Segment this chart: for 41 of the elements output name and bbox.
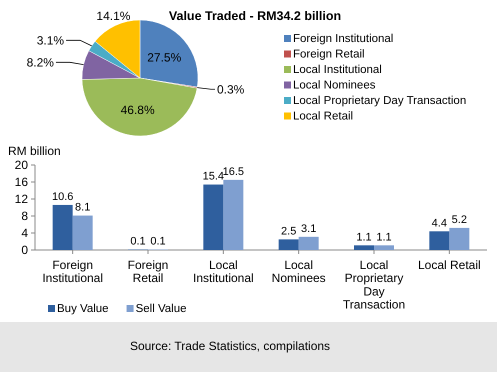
data-label: 3.1: [301, 222, 316, 235]
data-label: 10.6: [52, 190, 74, 203]
chart-title: Value Traded - RM34.2 billion: [168, 9, 342, 23]
x-tick-label: Foreign Retail: [128, 258, 168, 286]
data-label: 8.2%: [26, 55, 54, 70]
x-tick-label: Foreign Institutional: [42, 258, 104, 286]
data-label: 14.1%: [96, 9, 131, 24]
legend-label: Local Retail: [293, 110, 354, 122]
data-label: 27.5%: [147, 50, 182, 64]
y-tick-label: 16: [14, 174, 28, 189]
source-note: Source: Trade Statistics, compilations: [130, 339, 330, 353]
x-tick-label: Local Institutional: [192, 258, 254, 286]
data-label: 16.5: [222, 166, 244, 178]
legend-label: Sell Value: [136, 303, 187, 315]
legend-label: Buy Value: [57, 303, 109, 315]
legend-label: Local Proprietary Day Transaction: [293, 95, 466, 107]
x-tick-label: Local Nominees: [272, 258, 326, 286]
data-label: 15.4: [202, 170, 224, 183]
legend-label: Local Nominees: [293, 80, 376, 92]
legend-label: Local Institutional: [293, 64, 382, 76]
x-tick-label: Local Retail: [418, 258, 481, 272]
data-label: 2.5: [281, 225, 296, 238]
legend-label: Foreign Institutional: [293, 33, 394, 45]
data-label: 46.8%: [120, 102, 155, 117]
data-label: 4.4: [432, 217, 447, 230]
y-tick-label: 4: [21, 226, 28, 240]
data-label: 8.1: [75, 202, 90, 214]
data-label: 1.1: [376, 231, 392, 244]
y-tick-label: 20: [14, 158, 28, 172]
y-tick-label: 0: [21, 242, 28, 257]
legend-label: Foreign Retail: [293, 48, 365, 60]
data-label: 5.2: [452, 214, 467, 226]
y-axis-title: RM billion: [8, 144, 61, 158]
data-label: 0.3%: [217, 82, 245, 96]
data-label: 3.1%: [36, 33, 64, 48]
data-label: 0.1: [130, 236, 146, 248]
y-tick-label: 8: [21, 208, 28, 223]
y-tick-label: 12: [14, 192, 28, 206]
x-tick-label: Local Proprietary Day Transaction: [342, 258, 406, 312]
data-label: 1.1: [356, 231, 372, 244]
data-label: 0.1: [150, 236, 166, 248]
